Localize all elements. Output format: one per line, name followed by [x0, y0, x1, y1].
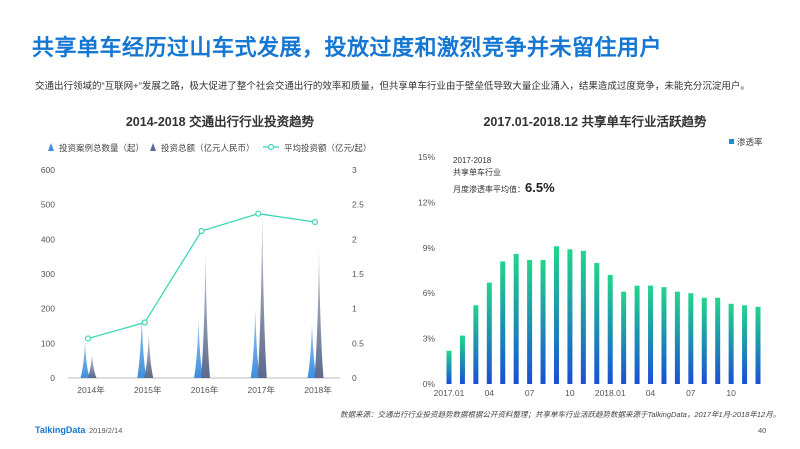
penetration-bar	[661, 287, 667, 384]
penetration-bar	[553, 246, 559, 384]
x-tick-label: 2018年	[304, 385, 332, 395]
avg-investment-point	[84, 335, 92, 342]
y-tick-label: 9%	[423, 243, 436, 253]
penetration-bar	[648, 285, 654, 384]
penetration-bar	[674, 291, 680, 384]
penetration-bar	[486, 282, 492, 384]
x-tick-label: 2016年	[191, 385, 219, 395]
y-left-tick-label: 100	[41, 338, 55, 348]
penetration-bar	[742, 305, 748, 384]
x-tick-label: 07	[686, 388, 696, 398]
avg-note-value: 6.5%	[525, 180, 555, 195]
penetration-bar	[594, 262, 600, 384]
penetration-bar	[500, 261, 506, 384]
penetration-bar	[527, 259, 533, 384]
penetration-bar	[540, 259, 546, 384]
brand-logo: TalkingData	[35, 425, 86, 435]
y-left-tick-label: 400	[41, 234, 55, 244]
page-number: 40	[758, 426, 767, 435]
case-count-spike	[250, 308, 260, 378]
penetration-bar	[473, 305, 479, 384]
y-left-tick-label: 300	[41, 269, 55, 279]
x-tick-label: 2018.01	[595, 388, 626, 398]
legend-investment-total-icon	[150, 143, 156, 151]
x-tick-label: 2015年	[134, 385, 162, 395]
y-tick-label: 15%	[418, 152, 435, 162]
penetration-bar	[621, 291, 627, 384]
investment-total-spike	[144, 332, 154, 378]
penetration-bar	[634, 285, 640, 384]
avg-note-label: 月度渗透率平均值：	[453, 185, 525, 194]
investment-total-spike	[201, 253, 210, 378]
y-tick-label: 0%	[423, 379, 436, 389]
penetration-bar	[459, 335, 465, 384]
y-tick-label: 3%	[423, 334, 436, 344]
case-count-spike	[194, 319, 203, 378]
legend-case-count-label: 投资案例总数量（起）	[59, 143, 144, 153]
penetration-bar	[446, 350, 452, 384]
y-left-tick-label: 0	[50, 373, 55, 383]
case-count-spike	[307, 322, 317, 378]
right-chart-title: 2017.01-2018.12 共享单车行业活跃趋势	[483, 115, 707, 129]
y-right-tick-label: 1.5	[352, 269, 364, 279]
x-tick-label: 04	[485, 388, 495, 398]
investment-total-spike	[314, 249, 324, 378]
y-left-tick-label: 600	[41, 165, 55, 175]
x-tick-label: 2017.01	[434, 388, 465, 398]
legend-case-count-icon	[48, 143, 54, 151]
y-right-tick-label: 2	[352, 234, 357, 244]
avg-investment-point	[311, 218, 319, 226]
penetration-bar	[580, 250, 586, 384]
investment-total-spike	[257, 211, 267, 378]
avg-investment-point	[198, 227, 205, 235]
penetration-bar	[755, 306, 761, 384]
y-tick-label: 12%	[418, 197, 435, 207]
avg-investment-point	[255, 210, 262, 217]
x-tick-label: 2014年	[77, 385, 105, 395]
report-date: 2019/2/14	[89, 426, 123, 435]
x-tick-label: 10	[565, 388, 575, 398]
investment-total-spike	[87, 353, 97, 378]
y-left-tick-label: 500	[41, 200, 55, 210]
x-tick-label: 07	[525, 388, 535, 398]
avg-note-line1: 2017-2018	[453, 156, 492, 165]
x-tick-label: 2017年	[248, 385, 276, 395]
y-tick-label: 6%	[423, 288, 436, 298]
avg-note-line2: 共享单车行业	[453, 168, 501, 177]
legend-investment-total-label: 投资总额（亿元人民币）	[161, 143, 255, 153]
data-source: 数据来源：交通出行行业投资趋势数据根据公开资料整理；共享单车行业活跃趋势数据来源…	[340, 410, 781, 419]
left-chart-title: 2014-2018 交通出行行业投资趋势	[125, 115, 315, 129]
y-right-tick-label: 0	[352, 373, 357, 383]
legend-avg-label: 平均投资额（亿元/起）	[284, 143, 371, 153]
y-right-tick-label: 3	[352, 165, 357, 175]
x-tick-label: 10	[726, 388, 736, 398]
x-tick-label: 04	[646, 388, 656, 398]
penetration-bar	[701, 297, 707, 384]
y-right-tick-label: 1	[352, 304, 357, 314]
case-count-spike	[80, 341, 90, 378]
legend-avg-marker-icon	[267, 143, 275, 151]
legend-penetration-label: 渗透率	[737, 137, 763, 147]
penetration-bar	[513, 253, 519, 384]
penetration-bar	[688, 293, 694, 384]
y-right-tick-label: 0.5	[352, 338, 364, 348]
penetration-bar	[728, 303, 734, 384]
legend-penetration-icon	[729, 139, 734, 144]
page-title: 共享单车经历过山车式发展，投放过度和激烈竞争并未留住用户	[32, 35, 663, 60]
penetration-bar	[607, 275, 613, 384]
penetration-bar	[715, 297, 721, 384]
avg-note-line3: 月度渗透率平均值：6.5%	[453, 180, 555, 195]
case-count-spike	[137, 315, 147, 378]
y-right-tick-label: 2.5	[352, 200, 364, 210]
y-left-tick-label: 200	[41, 304, 55, 314]
penetration-bar	[567, 249, 573, 384]
page-subtitle: 交通出行领域的“互联网+”发展之路，极大促进了整个社会交通出行的效率和质量，但共…	[35, 81, 750, 92]
avg-investment-point	[141, 319, 148, 326]
